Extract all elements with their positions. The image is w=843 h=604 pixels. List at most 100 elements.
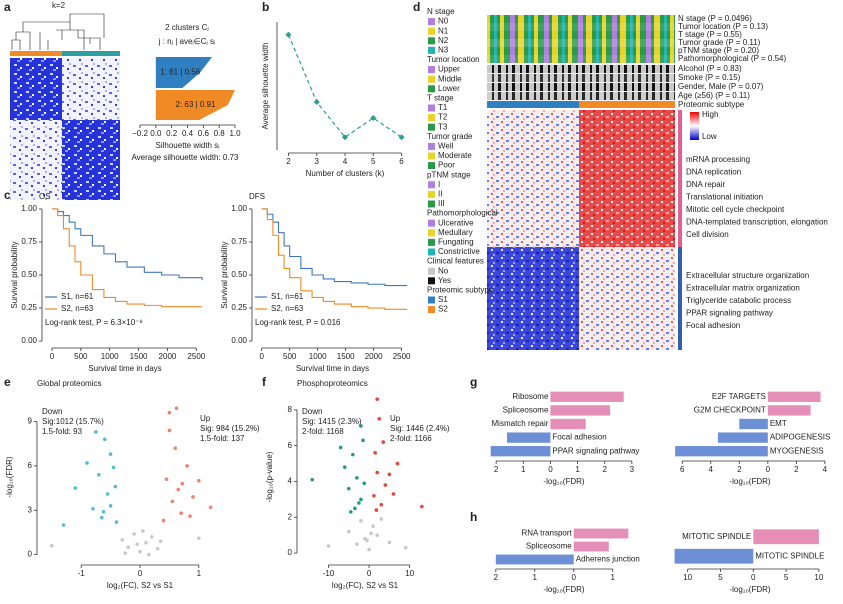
legend-item: T2 xyxy=(438,113,448,122)
pathway-label: Extracellular matrix organization xyxy=(686,284,800,293)
point xyxy=(170,499,175,504)
pathway-label: mRNA processing xyxy=(686,155,750,164)
point xyxy=(176,487,181,492)
panel-letter: f xyxy=(262,375,267,389)
x-tick-label: 3 xyxy=(315,157,320,166)
point xyxy=(371,524,375,529)
scale-label: Low xyxy=(702,132,717,141)
y-tick-label: 1.00 xyxy=(21,204,37,213)
x-tick-label: 0 xyxy=(367,569,372,578)
y-axis-label: Survival probability xyxy=(220,241,229,308)
bar xyxy=(495,554,574,565)
point xyxy=(138,549,142,554)
x-tick-label: −0.2 xyxy=(132,129,148,138)
legend-item: Yes xyxy=(438,276,451,285)
point xyxy=(144,540,148,545)
annotation: 2-fold: 1168 xyxy=(302,427,344,436)
chart-title: Phosphoproteomics xyxy=(297,379,368,388)
x-tick-label: 2000 xyxy=(365,352,383,361)
point xyxy=(375,533,379,537)
point xyxy=(191,495,195,499)
legend-swatch xyxy=(428,123,435,131)
point xyxy=(381,440,386,444)
y-axis-label: Survival probability xyxy=(10,241,19,308)
point xyxy=(348,510,353,514)
annotation: 2-fold: 1166 xyxy=(390,434,432,443)
x-axis-label: -log₁₀(FDR) xyxy=(543,585,584,594)
point xyxy=(108,504,113,508)
point xyxy=(61,523,66,527)
point xyxy=(398,134,405,141)
annotation: Sig: 984 (15.2%) xyxy=(200,424,260,433)
x-tick-label: 10 xyxy=(814,573,823,582)
y-axis-label: -log₁₀(FDR) xyxy=(5,456,14,497)
y-axis-label: -log₁₀(p-value) xyxy=(265,451,274,502)
annotation: Sig: 1415 (2.3%) xyxy=(302,417,362,426)
x-tick-label: 0 xyxy=(548,465,553,474)
legend-swatch xyxy=(428,248,435,256)
point xyxy=(164,477,169,482)
survival-curve xyxy=(261,208,408,287)
legend-item: T1 xyxy=(438,103,448,112)
chart-title: 2 clusters Cⱼ xyxy=(165,23,209,32)
expression-heatmap xyxy=(487,110,699,350)
legend-swatch xyxy=(428,296,435,304)
point xyxy=(387,540,392,545)
point xyxy=(120,538,125,542)
y-tick-label: 0.25 xyxy=(21,303,37,312)
legend-item: Medullary xyxy=(438,228,473,237)
point xyxy=(367,547,371,552)
legend-title: Clinical features xyxy=(427,257,484,266)
point xyxy=(113,484,118,489)
x-tick-label: -1 xyxy=(78,569,86,578)
x-tick-label: 2 xyxy=(494,573,499,582)
point xyxy=(359,497,363,502)
legend-swatch xyxy=(428,277,435,285)
bar xyxy=(550,391,624,402)
survival-curve xyxy=(51,208,203,308)
track-label: N stage (P = 0.0496) xyxy=(678,14,752,23)
x-tick-label: 0.4 xyxy=(182,129,194,138)
pathway-label: Translational initiation xyxy=(686,193,763,202)
point xyxy=(49,543,54,548)
point xyxy=(108,452,113,456)
legend-swatch xyxy=(428,85,435,93)
x-tick-label: 2000 xyxy=(159,352,177,361)
x-tick-label: 2500 xyxy=(187,352,205,361)
x-tick-label: 1500 xyxy=(337,352,355,361)
legend-swatch xyxy=(428,66,435,74)
x-tick-label: 1 xyxy=(197,569,202,578)
x-tick-label: 1 xyxy=(533,573,538,582)
chart-title: OS xyxy=(39,192,51,201)
legend-swatch xyxy=(428,104,435,112)
legend-item: No xyxy=(438,266,449,275)
point xyxy=(355,476,359,480)
pathway-label: Focal adhesion xyxy=(686,321,740,330)
x-tick-label: 1 xyxy=(575,465,580,474)
x-tick-label: 1500 xyxy=(130,352,148,361)
bar-label: MYOGENESIS xyxy=(770,446,824,455)
point xyxy=(173,446,178,450)
chart-title: DFS xyxy=(249,192,265,201)
pathway-label: Triglyceride catabolic process xyxy=(686,296,791,305)
y-tick-label: 6 xyxy=(288,441,293,450)
x-tick-label: 10 xyxy=(405,569,414,578)
x-tick-label: 0 xyxy=(138,569,143,578)
point xyxy=(403,545,408,550)
bar xyxy=(717,432,768,443)
x-tick-label: 1 xyxy=(610,573,615,582)
bar xyxy=(739,418,768,430)
legend-item: I xyxy=(438,180,440,189)
bar xyxy=(753,529,819,545)
x-axis-label: log₂(FC), S2 vs S1 xyxy=(107,581,174,590)
annotation: Down xyxy=(42,407,62,416)
panel-letter: c xyxy=(4,188,11,202)
silhouette-bar xyxy=(155,57,213,88)
dendrogram xyxy=(11,13,105,50)
point xyxy=(180,481,185,486)
x-axis-label: -log₁₀(FDR) xyxy=(543,477,584,486)
point xyxy=(326,544,331,548)
bar-label: Adherens junction xyxy=(576,555,640,564)
x-tick-label: 1 xyxy=(521,465,526,474)
track-label: Age (≥56) (P = 0.11) xyxy=(678,91,750,100)
